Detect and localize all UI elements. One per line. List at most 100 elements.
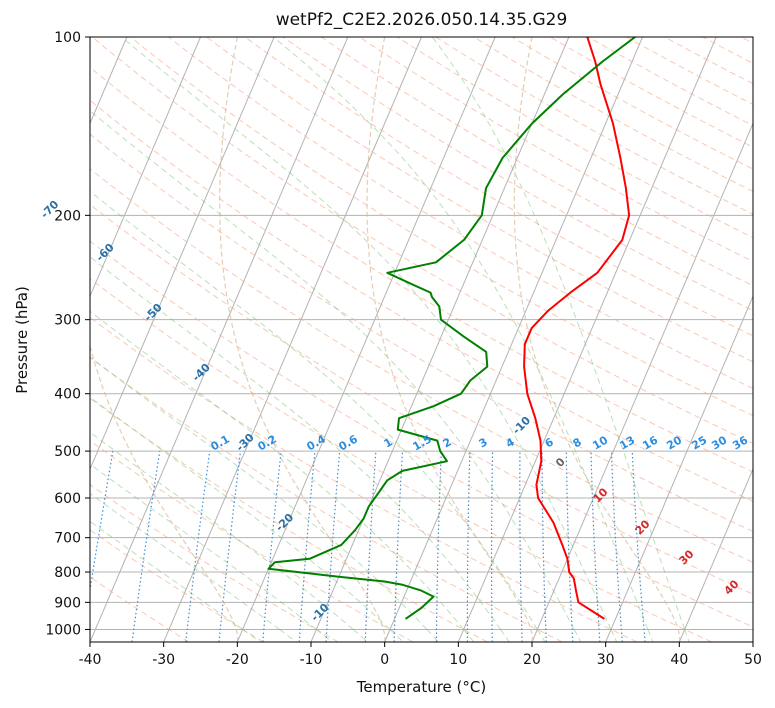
mixing-ratio-label: 1.5 xyxy=(411,432,434,453)
dry-adiabat-label: 30 xyxy=(677,547,697,567)
isotherm-label: -50 xyxy=(142,301,165,324)
guide-arc xyxy=(90,37,239,642)
mixing-ratio-line xyxy=(631,451,646,642)
temperature-profile-line xyxy=(523,37,631,620)
dry-adiabat xyxy=(90,203,753,595)
moist-adiabat xyxy=(90,110,582,642)
x-tick-label: 0 xyxy=(380,652,389,668)
dry-adiabat xyxy=(90,133,753,533)
y-tick-label: 800 xyxy=(54,565,81,581)
y-tick-label: 700 xyxy=(54,531,81,547)
dry-adiabat xyxy=(168,37,753,389)
moist-adiabat xyxy=(90,520,261,642)
mixing-ratio-label: 10 xyxy=(590,433,610,452)
dry-adiabat xyxy=(90,397,488,642)
moist-adiabat xyxy=(90,431,369,642)
moist-adiabat xyxy=(90,190,546,642)
mixing-ratio-line xyxy=(519,451,523,642)
mixing-ratio-label: 0.1 xyxy=(209,432,232,453)
y-tick-label: 900 xyxy=(54,595,81,611)
x-tick-label: -10 xyxy=(300,652,323,668)
chart-title: wetPf2_C2E2.2026.050.14.35.G29 xyxy=(275,10,568,30)
mixing-ratio-line xyxy=(490,451,494,642)
mixing-ratio-label: 30 xyxy=(709,433,729,452)
isotherm-line xyxy=(457,37,717,642)
isotherm-line xyxy=(752,640,753,642)
mixing-ratio-line xyxy=(610,451,623,642)
moist-adiabat xyxy=(90,396,404,642)
x-tick-label: 20 xyxy=(523,652,541,668)
mixing-ratio-line xyxy=(364,451,377,642)
mixing-ratio-label: 16 xyxy=(640,433,660,452)
isotherm-line xyxy=(163,37,422,642)
isotherm-line xyxy=(236,37,496,642)
dry-adiabat xyxy=(244,37,753,337)
isotherm-line xyxy=(605,295,753,642)
dry-adiabat-label: 40 xyxy=(722,577,742,597)
y-tick-label: 100 xyxy=(54,30,81,46)
mixing-ratio-line xyxy=(298,451,316,642)
dry-adiabat-label: -10 xyxy=(510,414,533,437)
dry-adiabat xyxy=(664,37,753,85)
mixing-ratio-line xyxy=(466,451,471,642)
isotherm-line xyxy=(90,37,349,642)
dry-adiabat xyxy=(282,37,753,312)
moist-adiabat xyxy=(90,463,333,642)
isotherm-label: -20 xyxy=(273,511,296,534)
x-tick-label: -30 xyxy=(152,652,175,668)
moist-adiabat xyxy=(90,310,475,642)
mixing-ratio-label: 0.4 xyxy=(305,432,329,453)
dry-adiabat xyxy=(90,168,753,563)
mixing-ratio-label: 0.6 xyxy=(337,432,361,453)
mixing-ratio-line xyxy=(218,451,242,642)
guide-arc xyxy=(513,37,681,642)
x-tick-label: 40 xyxy=(670,652,688,668)
y-tick-label: 300 xyxy=(54,313,81,329)
guide-arc xyxy=(366,37,534,642)
dry-adiabat-label: 20 xyxy=(633,517,653,537)
moist-adiabat xyxy=(90,356,439,642)
dewpoint-profile-line xyxy=(267,37,636,620)
dry-adiabat xyxy=(90,483,339,642)
guide-arc xyxy=(219,37,386,642)
y-tick-label: 600 xyxy=(54,491,81,507)
x-tick-label: 50 xyxy=(744,652,762,668)
isotherm-line xyxy=(531,122,753,642)
y-tick-label: 400 xyxy=(54,387,81,403)
dry-adiabat xyxy=(130,37,753,417)
isotherm-label: -60 xyxy=(93,241,116,264)
mixing-ratio-label: 3 xyxy=(477,435,490,450)
y-tick-label: 500 xyxy=(54,444,81,460)
dry-adiabat xyxy=(91,37,753,445)
mixing-ratio-line xyxy=(90,450,114,594)
mixing-ratio-label: 13 xyxy=(617,434,637,453)
isotherm-line xyxy=(384,37,643,642)
dry-adiabat xyxy=(549,37,753,148)
isotherm-line xyxy=(90,37,275,471)
moist-adiabat xyxy=(90,493,297,642)
dry-adiabat xyxy=(90,440,414,642)
mixing-ratio-line xyxy=(185,451,211,642)
dry-adiabat xyxy=(740,37,753,44)
dry-adiabat xyxy=(90,240,753,628)
isotherm-line xyxy=(678,467,753,642)
mixing-ratio-label: 6 xyxy=(543,435,556,450)
isotherm-line xyxy=(90,37,201,298)
mixing-ratio-label: 36 xyxy=(730,433,750,452)
x-tick-label: -20 xyxy=(226,652,249,668)
mixing-ratio-line xyxy=(262,451,282,642)
moist-adiabat xyxy=(431,37,690,642)
mixing-ratio-label: 4 xyxy=(504,435,517,450)
y-tick-label: 200 xyxy=(54,208,81,224)
dry-adiabat xyxy=(511,37,753,170)
dry-adiabat xyxy=(90,356,563,642)
dry-adiabat-label: 10 xyxy=(591,485,611,505)
isotherm-label: -10 xyxy=(308,601,331,624)
x-tick-label: 10 xyxy=(449,652,467,668)
isotherm-label: -80 xyxy=(0,164,2,187)
dry-adiabat xyxy=(359,37,753,263)
y-axis-label: Pressure (hPa) xyxy=(13,286,31,394)
y-tick-label: 1000 xyxy=(45,622,81,638)
